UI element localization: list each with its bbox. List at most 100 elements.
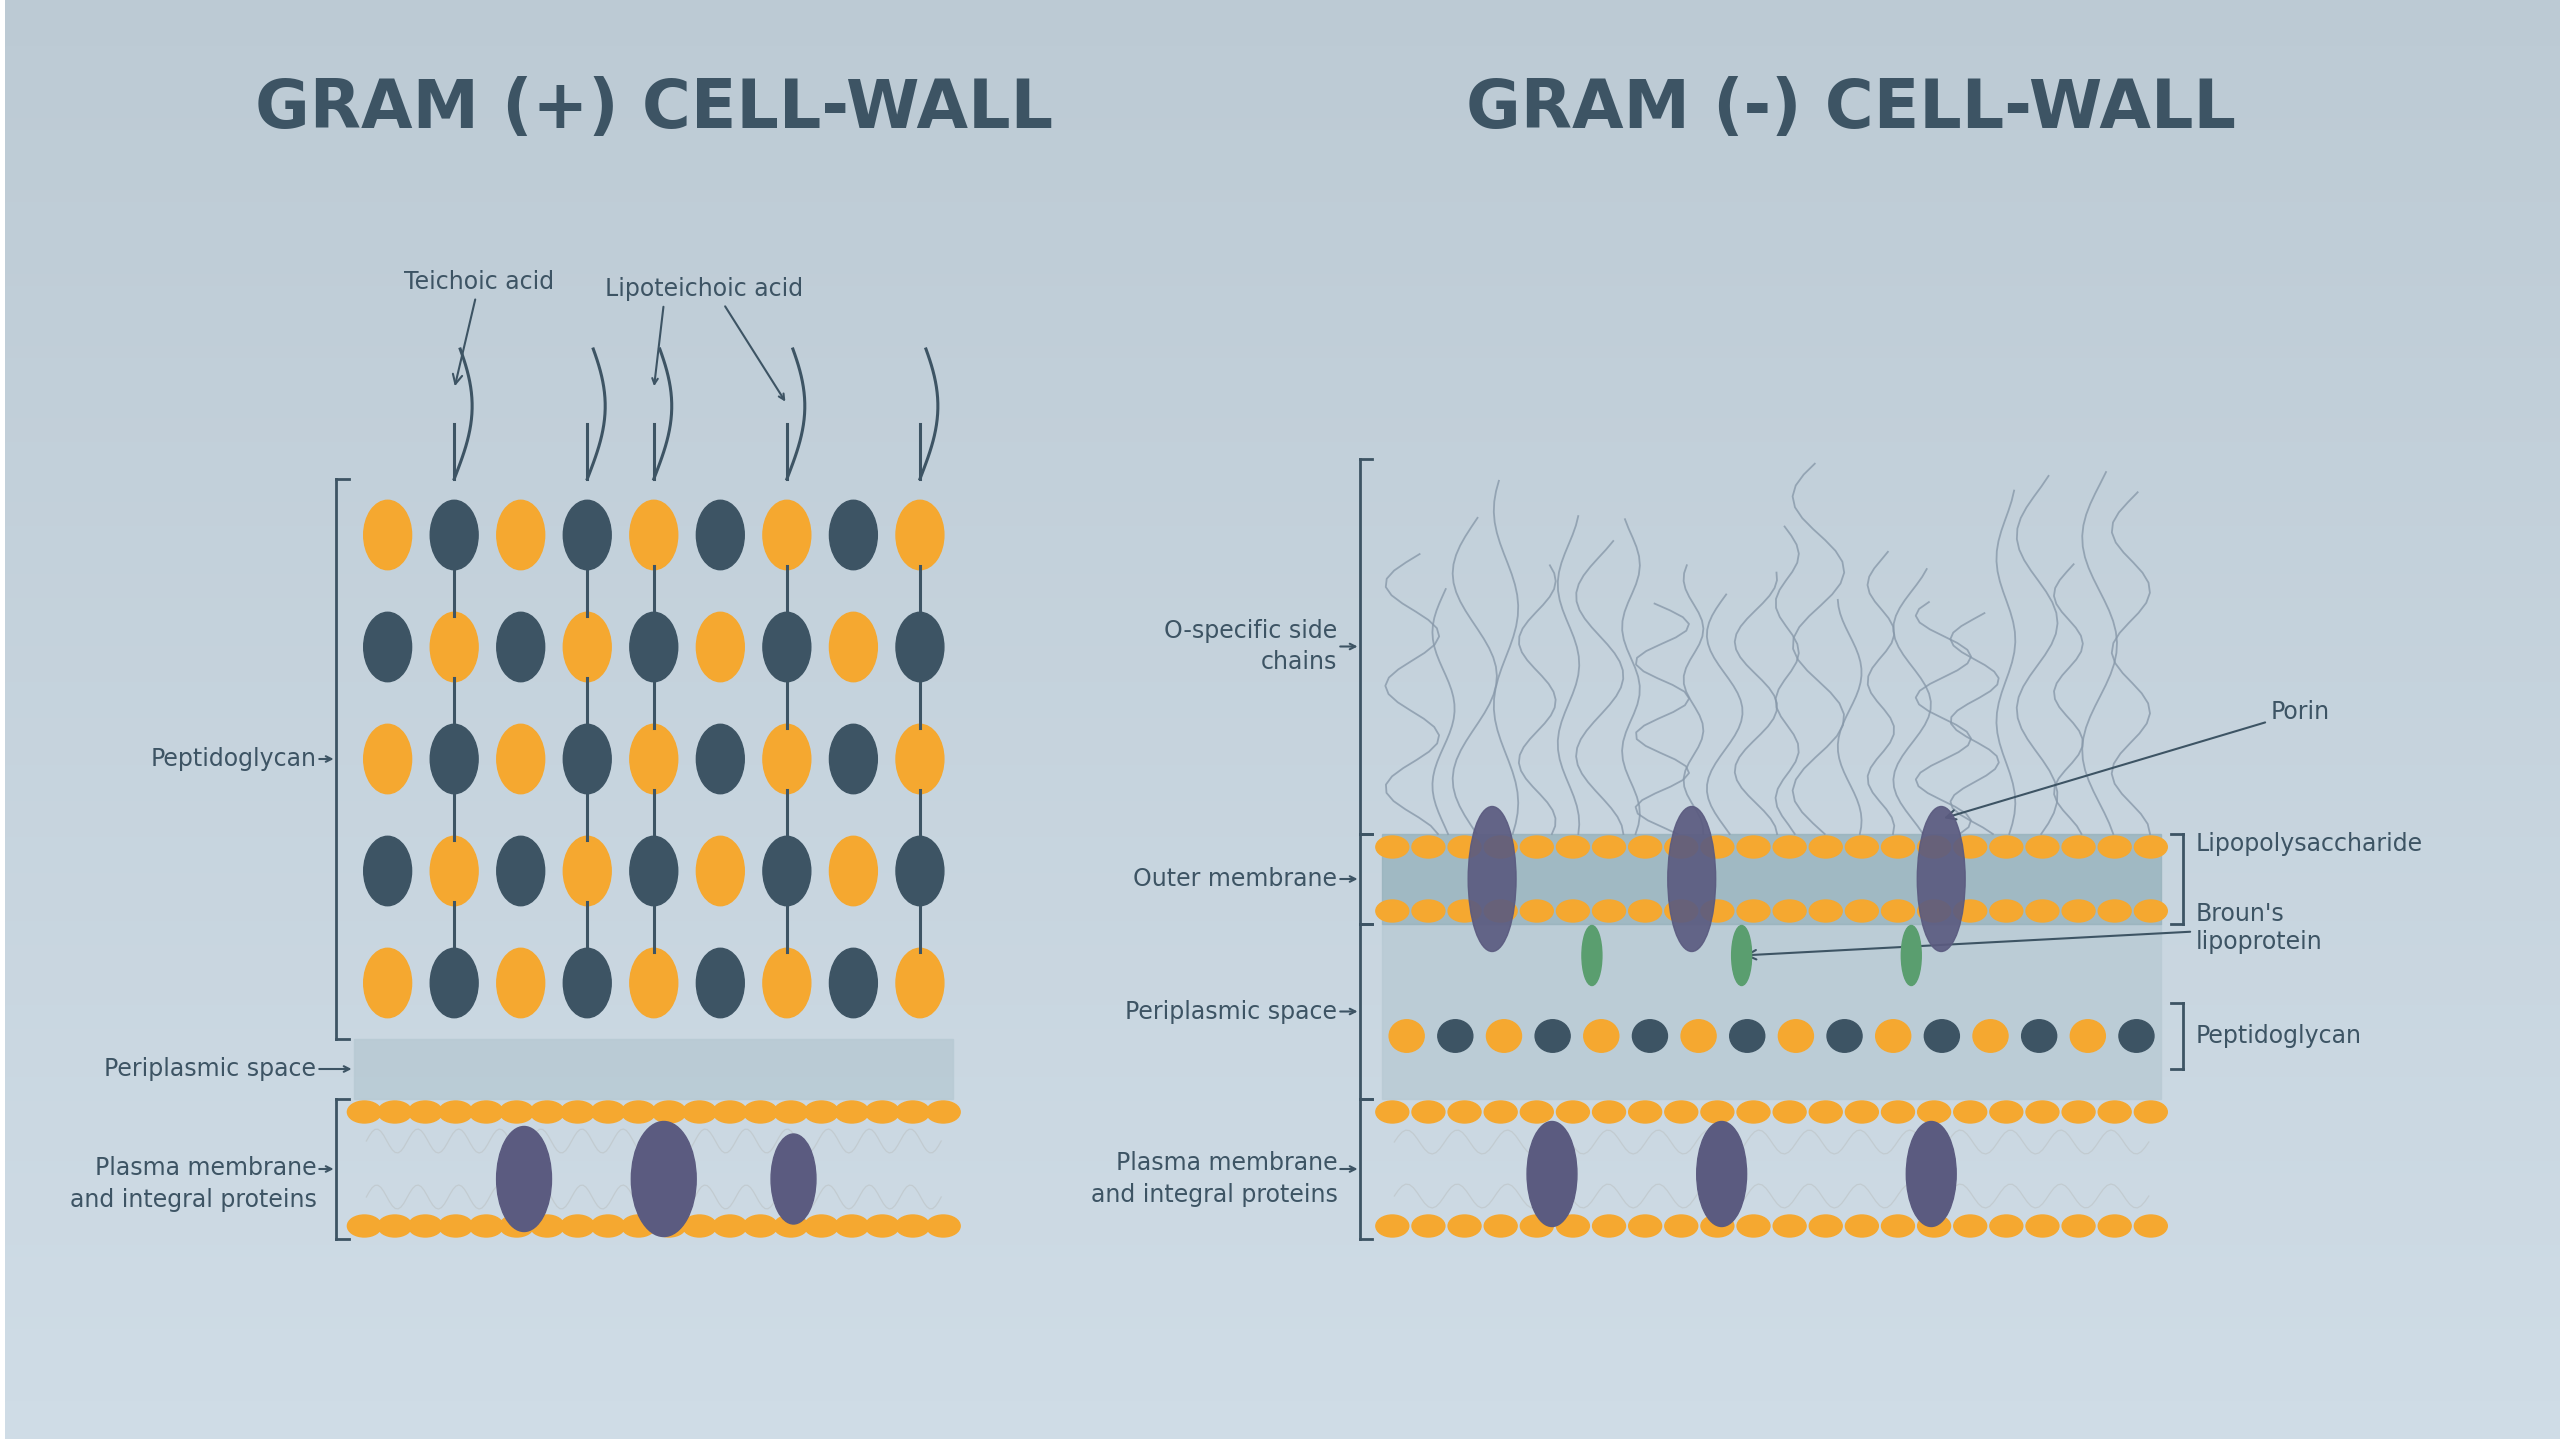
- Ellipse shape: [829, 501, 878, 570]
- Ellipse shape: [804, 1101, 837, 1122]
- Ellipse shape: [1556, 899, 1590, 922]
- Ellipse shape: [497, 724, 545, 794]
- Bar: [5, 1173, 2560, 1187]
- Ellipse shape: [1485, 836, 1518, 858]
- Ellipse shape: [1682, 1020, 1715, 1052]
- Ellipse shape: [1439, 1020, 1472, 1052]
- Bar: [5, 142, 2560, 155]
- Bar: [5, 286, 2560, 299]
- Ellipse shape: [1628, 1215, 1661, 1238]
- Ellipse shape: [1774, 1215, 1807, 1238]
- Ellipse shape: [1917, 1215, 1951, 1238]
- Ellipse shape: [1697, 1121, 1746, 1226]
- Ellipse shape: [1628, 836, 1661, 858]
- Ellipse shape: [1953, 836, 1987, 858]
- Ellipse shape: [364, 836, 412, 905]
- Bar: [5, 273, 2560, 288]
- Ellipse shape: [1664, 1101, 1697, 1122]
- Bar: [5, 22, 2560, 36]
- Text: Plasma membrane
and integral proteins: Plasma membrane and integral proteins: [1091, 1151, 1336, 1207]
- Ellipse shape: [410, 1215, 443, 1238]
- Ellipse shape: [622, 1215, 655, 1238]
- Ellipse shape: [2025, 899, 2058, 922]
- Bar: [5, 633, 2560, 648]
- Ellipse shape: [2022, 1020, 2056, 1052]
- Bar: [5, 178, 2560, 191]
- Ellipse shape: [1882, 836, 1915, 858]
- Bar: [5, 597, 2560, 612]
- Ellipse shape: [497, 836, 545, 905]
- Ellipse shape: [1953, 899, 1987, 922]
- Bar: [5, 622, 2560, 636]
- Ellipse shape: [829, 612, 878, 682]
- Text: GRAM (-) CELL-WALL: GRAM (-) CELL-WALL: [1467, 76, 2237, 142]
- Ellipse shape: [2099, 836, 2130, 858]
- Bar: [5, 334, 2560, 348]
- Ellipse shape: [1774, 1101, 1807, 1122]
- Bar: [5, 10, 2560, 24]
- Bar: [5, 406, 2560, 420]
- Ellipse shape: [1876, 1020, 1910, 1052]
- Ellipse shape: [497, 1127, 550, 1232]
- Bar: [5, 1101, 2560, 1115]
- Ellipse shape: [1731, 925, 1751, 986]
- Bar: [5, 1389, 2560, 1403]
- Ellipse shape: [1810, 1215, 1843, 1238]
- Bar: [5, 754, 2560, 767]
- Bar: [1382, 924, 2161, 1099]
- Ellipse shape: [696, 948, 745, 1017]
- Ellipse shape: [499, 1215, 532, 1238]
- Ellipse shape: [530, 1101, 563, 1122]
- Ellipse shape: [591, 1101, 625, 1122]
- Ellipse shape: [1556, 1101, 1590, 1122]
- Ellipse shape: [1925, 1020, 1958, 1052]
- Ellipse shape: [896, 612, 945, 682]
- Ellipse shape: [1375, 1215, 1408, 1238]
- Ellipse shape: [1738, 1215, 1769, 1238]
- Ellipse shape: [1917, 836, 1951, 858]
- Ellipse shape: [763, 501, 812, 570]
- Ellipse shape: [379, 1215, 412, 1238]
- Bar: [5, 214, 2560, 227]
- Bar: [5, 1078, 2560, 1091]
- Ellipse shape: [430, 501, 479, 570]
- Ellipse shape: [927, 1101, 960, 1122]
- Ellipse shape: [2099, 1101, 2130, 1122]
- Ellipse shape: [1953, 1101, 1987, 1122]
- Ellipse shape: [630, 501, 678, 570]
- Ellipse shape: [1521, 836, 1554, 858]
- Ellipse shape: [2135, 899, 2168, 922]
- Ellipse shape: [2071, 1020, 2104, 1052]
- Ellipse shape: [742, 1215, 778, 1238]
- Ellipse shape: [829, 948, 878, 1017]
- Bar: [5, 1089, 2560, 1104]
- Ellipse shape: [835, 1101, 868, 1122]
- Ellipse shape: [1902, 925, 1920, 986]
- Bar: [5, 106, 2560, 119]
- Ellipse shape: [763, 612, 812, 682]
- Ellipse shape: [684, 1215, 717, 1238]
- Ellipse shape: [684, 1101, 717, 1122]
- Bar: [5, 705, 2560, 720]
- Ellipse shape: [1592, 1215, 1626, 1238]
- Ellipse shape: [632, 1121, 696, 1236]
- Ellipse shape: [1413, 836, 1444, 858]
- Bar: [5, 442, 2560, 456]
- Text: Outer membrane: Outer membrane: [1134, 868, 1336, 891]
- Ellipse shape: [2025, 1101, 2058, 1122]
- Bar: [5, 1233, 2560, 1248]
- Ellipse shape: [773, 1101, 809, 1122]
- Ellipse shape: [1810, 1101, 1843, 1122]
- Ellipse shape: [438, 1101, 474, 1122]
- Bar: [5, 981, 2560, 996]
- Bar: [5, 790, 2560, 803]
- Ellipse shape: [1521, 1215, 1554, 1238]
- Bar: [5, 190, 2560, 204]
- Ellipse shape: [364, 501, 412, 570]
- Ellipse shape: [763, 724, 812, 794]
- Bar: [5, 909, 2560, 924]
- Bar: [5, 358, 2560, 371]
- Bar: [5, 766, 2560, 780]
- Ellipse shape: [1521, 1101, 1554, 1122]
- Ellipse shape: [1917, 806, 1966, 951]
